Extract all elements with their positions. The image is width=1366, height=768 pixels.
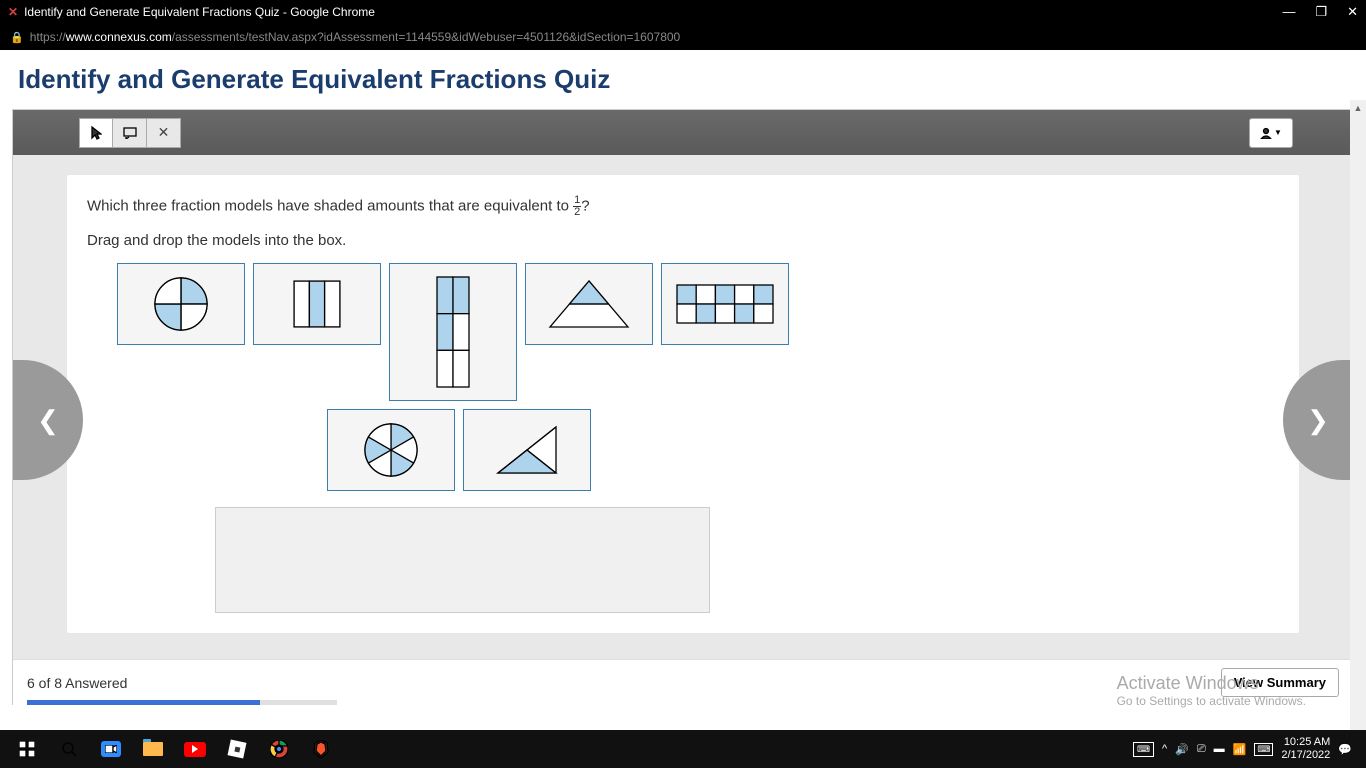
question-card: Which three fraction models have shaded … bbox=[67, 175, 1299, 633]
search-button[interactable] bbox=[48, 730, 90, 768]
zoom-app-icon[interactable] bbox=[90, 730, 132, 768]
roblox-icon[interactable] bbox=[216, 730, 258, 768]
brave-icon[interactable] bbox=[300, 730, 342, 768]
address-bar[interactable]: 🔒 https://www.connexus.com/assessments/t… bbox=[0, 24, 1366, 50]
page-body: Identify and Generate Equivalent Fractio… bbox=[0, 50, 1366, 730]
tray-screen-icon[interactable]: ⎚ bbox=[1197, 743, 1206, 756]
instruction-text: Drag and drop the models into the box. bbox=[87, 232, 1279, 249]
view-summary-button[interactable]: View Summary bbox=[1221, 668, 1339, 697]
note-icon bbox=[123, 127, 137, 139]
chevron-down-icon: ▼ bbox=[1274, 128, 1282, 137]
model-circle-quarters[interactable] bbox=[117, 263, 245, 345]
url-path: /assessments/testNav.aspx?idAssessment=1… bbox=[172, 30, 680, 44]
model-circle-sixths[interactable] bbox=[327, 409, 455, 491]
tray-chevron-icon[interactable]: ^ bbox=[1162, 743, 1167, 755]
chrome-icon[interactable] bbox=[258, 730, 300, 768]
pointer-tool-button[interactable] bbox=[79, 118, 113, 148]
progress-bar bbox=[27, 700, 337, 705]
start-button[interactable] bbox=[6, 730, 48, 768]
answer-drop-box[interactable] bbox=[215, 507, 710, 613]
prompt-after: ? bbox=[581, 197, 589, 214]
clock-time: 10:25 AM bbox=[1281, 736, 1330, 749]
quiz-frame: ✕ ▼ Which three fraction models have sha… bbox=[12, 109, 1354, 705]
models-row-2 bbox=[327, 409, 1279, 491]
quiz-toolbar: ✕ ▼ bbox=[13, 110, 1353, 155]
app-icon: ✕ bbox=[8, 5, 18, 19]
file-explorer-icon[interactable] bbox=[132, 730, 174, 768]
youtube-icon[interactable] bbox=[174, 730, 216, 768]
model-rect-tenths[interactable] bbox=[661, 263, 789, 345]
url-domain: www.connexus.com bbox=[66, 30, 172, 44]
maximize-button[interactable]: ❐ bbox=[1315, 4, 1327, 20]
quiz-footer: 6 of 8 Answered View Summary bbox=[13, 659, 1353, 705]
lock-icon: 🔒 bbox=[10, 31, 24, 44]
taskbar-clock[interactable]: 10:25 AM 2/17/2022 bbox=[1281, 736, 1330, 762]
model-triangle-inner[interactable] bbox=[525, 263, 653, 345]
models-row-1 bbox=[117, 263, 1279, 401]
note-tool-button[interactable] bbox=[113, 118, 147, 148]
model-rect-sixths-vertical[interactable] bbox=[389, 263, 517, 401]
tray-wifi-icon[interactable]: 📶 bbox=[1233, 743, 1247, 756]
minimize-button[interactable]: — bbox=[1282, 4, 1295, 20]
page-title: Identify and Generate Equivalent Fractio… bbox=[0, 50, 1366, 103]
prompt-before: Which three fraction models have shaded … bbox=[87, 197, 573, 214]
window-title: Identify and Generate Equivalent Fractio… bbox=[24, 5, 375, 19]
clock-date: 2/17/2022 bbox=[1281, 749, 1330, 762]
tray-keyboard-icon[interactable]: ⌨ bbox=[1133, 742, 1154, 757]
progress-bar-fill bbox=[27, 700, 260, 705]
user-menu-button[interactable]: ▼ bbox=[1249, 118, 1293, 148]
model-rect-thirds[interactable] bbox=[253, 263, 381, 345]
close-button[interactable]: ✕ bbox=[1347, 4, 1358, 20]
scroll-up-icon[interactable]: ▲ bbox=[1350, 100, 1366, 116]
tray-battery-icon[interactable]: ▬ bbox=[1214, 743, 1225, 755]
pointer-icon bbox=[90, 126, 102, 140]
tray-input-icon[interactable]: ⌨ bbox=[1254, 743, 1273, 756]
windows-taskbar: ⌨ ^ 🔊 ⎚ ▬ 📶 ⌨ 10:25 AM 2/17/2022 💬 bbox=[0, 730, 1366, 768]
tray-volume-icon[interactable]: 🔊 bbox=[1175, 743, 1189, 756]
quiz-content: Which three fraction models have shaded … bbox=[13, 155, 1353, 659]
user-icon bbox=[1260, 127, 1272, 139]
chrome-titlebar: ✕ Identify and Generate Equivalent Fract… bbox=[0, 0, 1366, 24]
clear-tool-button[interactable]: ✕ bbox=[147, 118, 181, 148]
tray-notifications-icon[interactable]: 💬 bbox=[1338, 743, 1352, 756]
page-scrollbar[interactable]: ▲ ▼ bbox=[1350, 100, 1366, 730]
question-prompt: Which three fraction models have shaded … bbox=[87, 195, 1279, 218]
url-scheme: https:// bbox=[30, 30, 66, 44]
progress-text: 6 of 8 Answered bbox=[27, 675, 127, 691]
model-triangle-half[interactable] bbox=[463, 409, 591, 491]
